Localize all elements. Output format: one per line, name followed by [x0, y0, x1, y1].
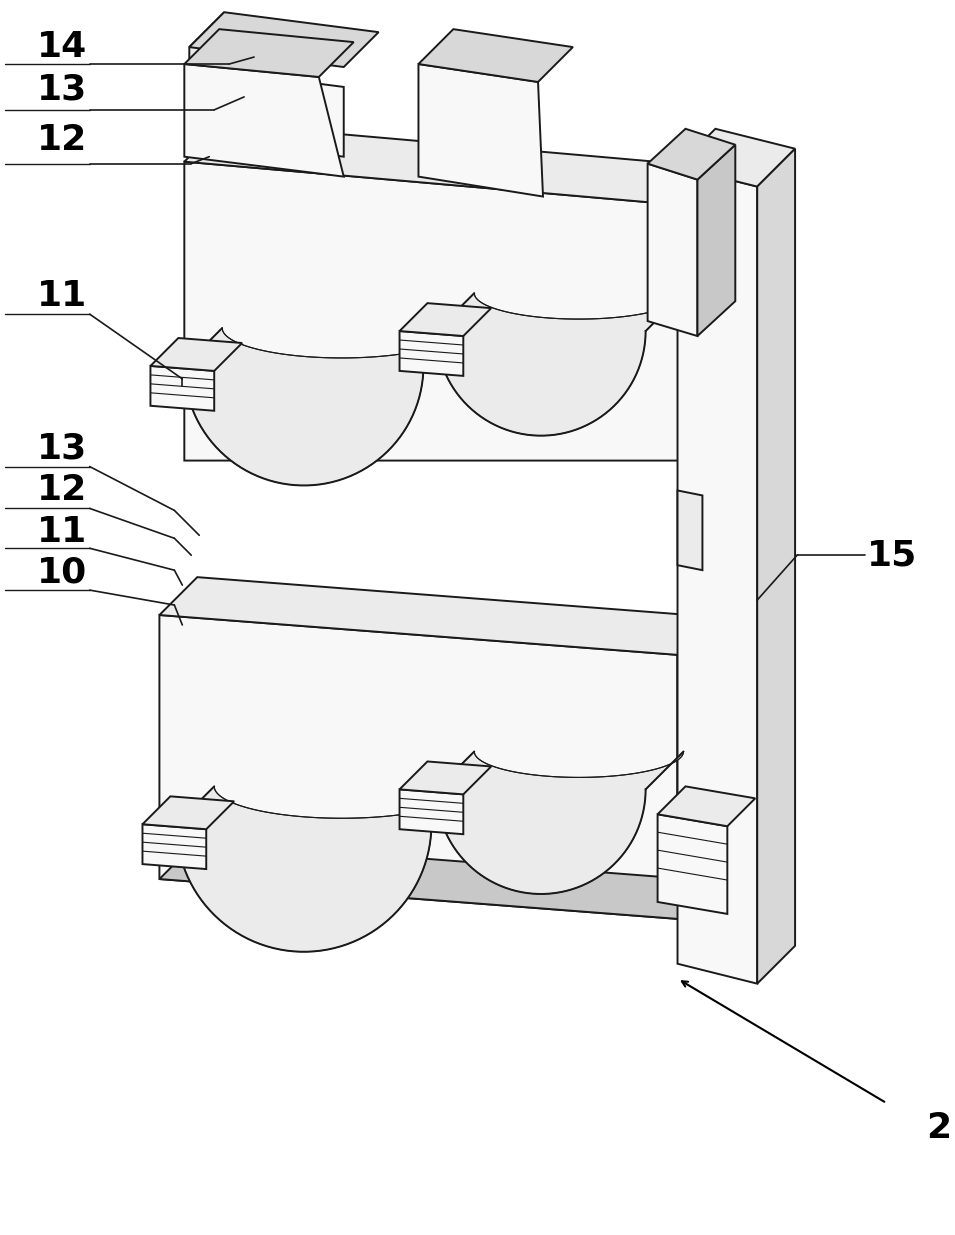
Polygon shape — [677, 167, 703, 246]
Text: 12: 12 — [37, 122, 88, 157]
Polygon shape — [658, 814, 728, 914]
Polygon shape — [189, 12, 224, 103]
Polygon shape — [142, 824, 206, 869]
Text: 13: 13 — [37, 431, 88, 466]
Polygon shape — [677, 618, 715, 919]
Polygon shape — [184, 64, 344, 177]
Polygon shape — [184, 124, 735, 206]
Polygon shape — [677, 128, 796, 186]
Polygon shape — [399, 303, 491, 336]
Polygon shape — [184, 162, 697, 461]
Text: 15: 15 — [867, 538, 917, 572]
Polygon shape — [142, 797, 234, 829]
Text: 14: 14 — [37, 30, 88, 64]
Text: 2: 2 — [926, 1112, 952, 1145]
Text: 11: 11 — [37, 279, 88, 314]
Polygon shape — [177, 787, 469, 952]
Polygon shape — [647, 128, 735, 179]
Polygon shape — [151, 366, 214, 411]
Text: 10: 10 — [37, 556, 88, 589]
Polygon shape — [159, 577, 715, 655]
Polygon shape — [189, 67, 344, 157]
Polygon shape — [399, 789, 463, 834]
Polygon shape — [151, 338, 243, 370]
Polygon shape — [436, 293, 684, 436]
Polygon shape — [757, 148, 796, 983]
Polygon shape — [159, 615, 677, 919]
Polygon shape — [423, 293, 475, 366]
Polygon shape — [418, 30, 573, 82]
Polygon shape — [399, 331, 463, 375]
Polygon shape — [697, 169, 735, 461]
Polygon shape — [436, 752, 684, 894]
Polygon shape — [159, 841, 715, 919]
Polygon shape — [418, 64, 543, 196]
Polygon shape — [399, 762, 491, 794]
Text: 12: 12 — [37, 473, 88, 508]
Polygon shape — [677, 490, 703, 571]
Polygon shape — [184, 329, 461, 485]
Text: 11: 11 — [37, 515, 88, 550]
Polygon shape — [189, 12, 378, 67]
Polygon shape — [658, 787, 755, 826]
Polygon shape — [647, 164, 697, 336]
Polygon shape — [677, 167, 757, 983]
Polygon shape — [697, 144, 735, 336]
Polygon shape — [184, 30, 353, 77]
Text: 13: 13 — [37, 73, 88, 107]
